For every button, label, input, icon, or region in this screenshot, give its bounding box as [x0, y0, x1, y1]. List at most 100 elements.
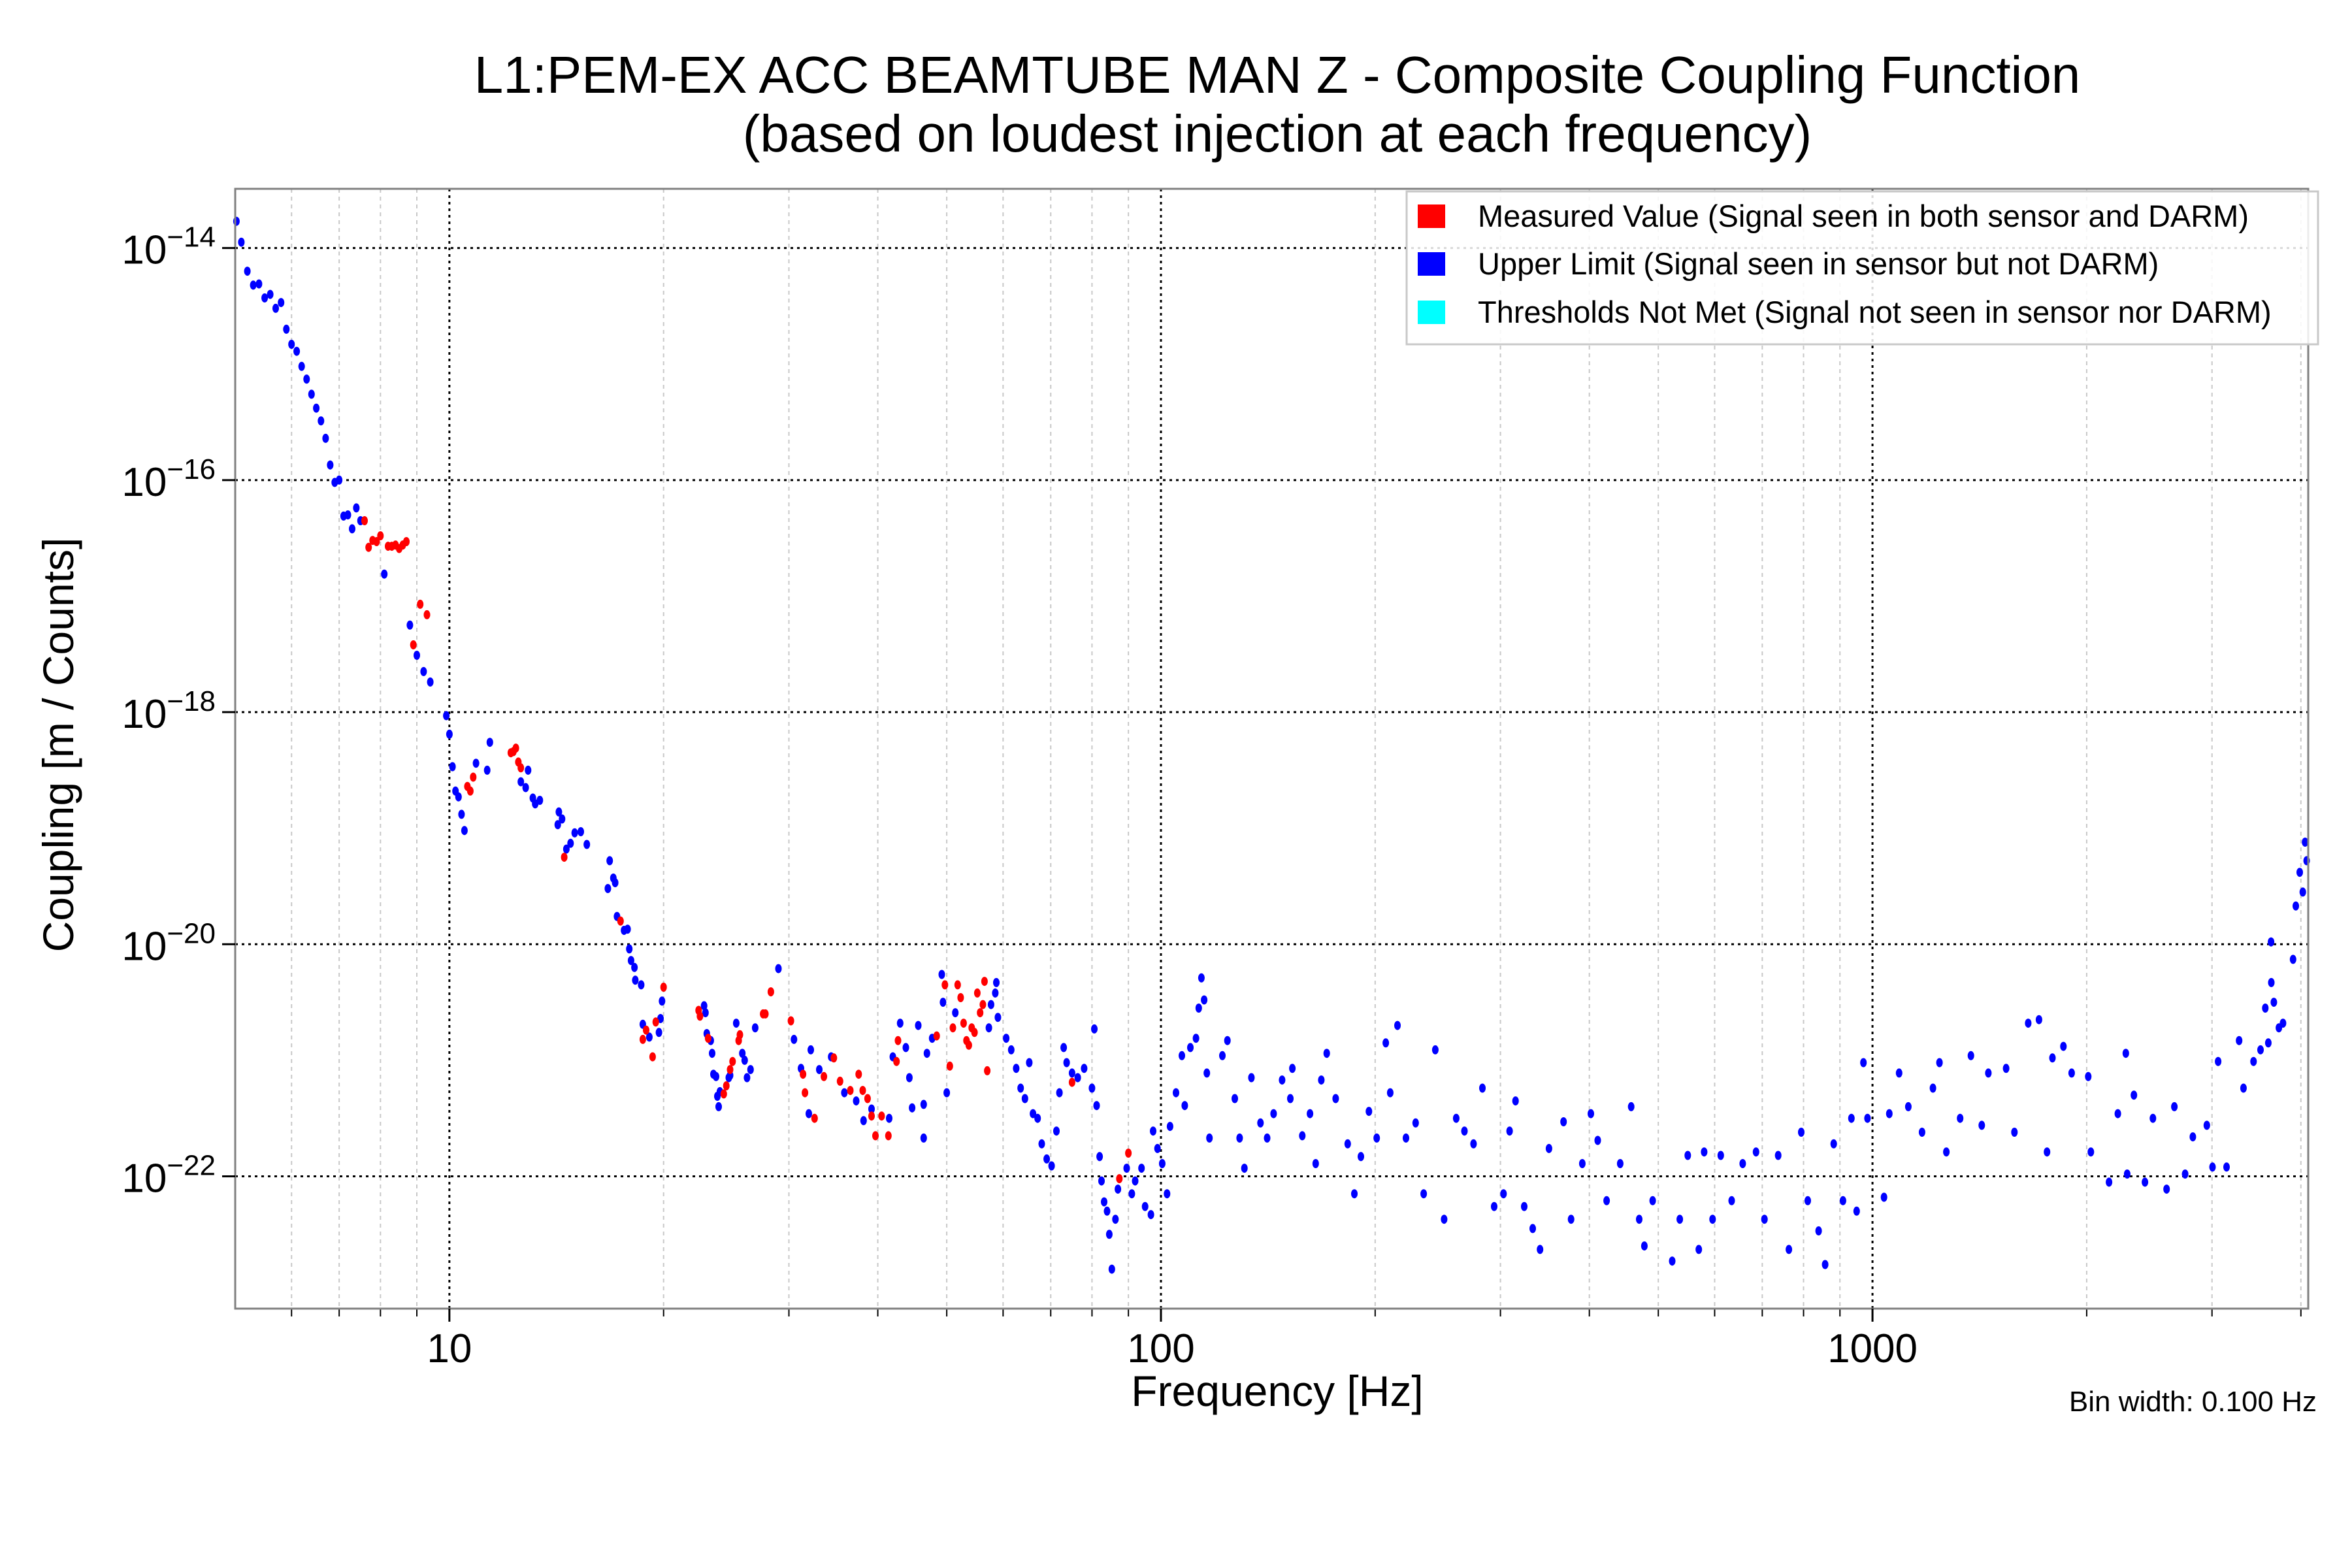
y-tick-exponent: −18 [167, 685, 216, 717]
upper-limit-point [525, 765, 532, 775]
upper-limit-point [578, 827, 584, 836]
upper-limit-point [860, 1116, 867, 1126]
upper-limit-point [700, 1001, 708, 1011]
upper-limit-point [1098, 1176, 1105, 1186]
upper-limit-point [583, 840, 591, 849]
upper-limit-point [1232, 1094, 1238, 1103]
upper-limit-point [1815, 1226, 1822, 1235]
upper-limit-point [1929, 1083, 1936, 1093]
upper-limit-point [1588, 1109, 1594, 1119]
upper-limit-point [303, 374, 310, 384]
upper-limit-point [1257, 1118, 1264, 1128]
measured-value-point [660, 983, 667, 992]
upper-limit-point [1860, 1058, 1867, 1068]
upper-limit-point [631, 962, 638, 972]
upper-limit-point [1616, 1159, 1624, 1168]
measured-value-point [868, 1111, 875, 1121]
upper-limit-point [1164, 1189, 1171, 1199]
upper-limit-point [1128, 1189, 1135, 1199]
x-axis-ticks: 10 100 1000 [427, 1309, 1918, 1371]
upper-limit-point [2123, 1169, 2131, 1179]
upper-limit-point [1332, 1094, 1339, 1103]
upper-limit-point [943, 1088, 951, 1098]
upper-limit-point [806, 1109, 812, 1119]
upper-limit-point [952, 1008, 959, 1018]
upper-limit-point [2270, 998, 2278, 1007]
measured-value-point [561, 853, 568, 862]
upper-limit-point [472, 759, 480, 768]
upper-limit-point [1479, 1083, 1486, 1093]
upper-limit-point [2203, 1120, 2210, 1130]
upper-limit-point [293, 346, 301, 356]
upper-limit-point [1386, 1088, 1394, 1098]
upper-limit-point [2189, 1132, 2197, 1142]
upper-limit-point [638, 980, 645, 990]
upper-limit-point [1431, 1045, 1439, 1054]
upper-limit-point [1179, 1051, 1185, 1060]
upper-limit-point [233, 216, 240, 226]
upper-limit-point [522, 783, 529, 792]
upper-limit-point [715, 1102, 722, 1111]
upper-limit-point [1351, 1189, 1358, 1199]
upper-limit-point [2106, 1177, 2113, 1187]
upper-limit-point [1091, 1024, 1098, 1034]
upper-limit-point [427, 677, 434, 687]
upper-limit-point [2209, 1162, 2216, 1172]
upper-limit-point [604, 884, 612, 893]
upper-limit-point [1103, 1206, 1111, 1216]
upper-limit-point [1206, 1133, 1213, 1143]
upper-limit-point [1365, 1107, 1373, 1117]
upper-limit-point [344, 510, 351, 520]
upper-limit-point [1219, 1051, 1226, 1060]
measured-value-point [885, 1131, 892, 1141]
upper-limit-point [1545, 1143, 1552, 1153]
upper-limit-point [896, 1019, 904, 1028]
measured-value-point [941, 980, 949, 990]
upper-limit-point [1864, 1113, 1871, 1123]
measured-value-point [800, 1070, 807, 1079]
upper-limit-point [1403, 1133, 1409, 1143]
upper-limit-point [1491, 1201, 1497, 1211]
upper-limit-point [1853, 1206, 1860, 1216]
upper-limit-point [1805, 1196, 1811, 1205]
upper-limit-point [353, 503, 360, 513]
upper-limit-point [1007, 1045, 1015, 1054]
upper-limit-point [1886, 1109, 1893, 1119]
upper-limit-point [1761, 1215, 1768, 1224]
y-tick-base: 10 [122, 924, 167, 969]
upper-limit-point [791, 1034, 798, 1044]
measured-value-point [872, 1131, 879, 1141]
upper-limit-point [278, 298, 285, 308]
upper-limit-point [1636, 1215, 1642, 1224]
chart-subtitle: (based on loudest injection at each freq… [743, 105, 1812, 163]
measured-value-point [830, 1053, 838, 1063]
upper-limit-point [1166, 1122, 1173, 1132]
legend-label-upper-limit: Upper Limit (Signal seen in sensor but n… [1478, 246, 2159, 281]
upper-limit-point [1173, 1088, 1179, 1098]
upper-limit-point [992, 988, 999, 998]
upper-limit-point [1236, 1133, 1243, 1143]
upper-limit-point [1192, 1034, 1200, 1043]
upper-limit-point [626, 944, 633, 954]
upper-limit-point [567, 838, 574, 848]
upper-limit-point [1323, 1049, 1330, 1058]
upper-limit-point [2142, 1177, 2149, 1187]
upper-limit-point [1500, 1189, 1507, 1199]
upper-limit-point [1394, 1021, 1401, 1030]
measured-value-point [973, 988, 981, 998]
upper-limit-point [1074, 1073, 1081, 1083]
upper-limit-point [920, 1100, 927, 1109]
measured-value-point [949, 1023, 956, 1033]
upper-limit-point [336, 475, 343, 485]
y-tick-exponent: −16 [167, 453, 216, 485]
upper-limit-point [2122, 1049, 2129, 1058]
upper-limit-point [909, 1103, 916, 1113]
upper-limit-point [327, 460, 334, 470]
upper-limit-point [702, 1008, 709, 1018]
upper-limit-point [1752, 1147, 1759, 1157]
upper-limit-point [1943, 1147, 1950, 1157]
upper-limit-point [1452, 1113, 1460, 1123]
upper-limit-point [1101, 1197, 1107, 1207]
legend-swatch-upper-limit [1418, 252, 1445, 276]
